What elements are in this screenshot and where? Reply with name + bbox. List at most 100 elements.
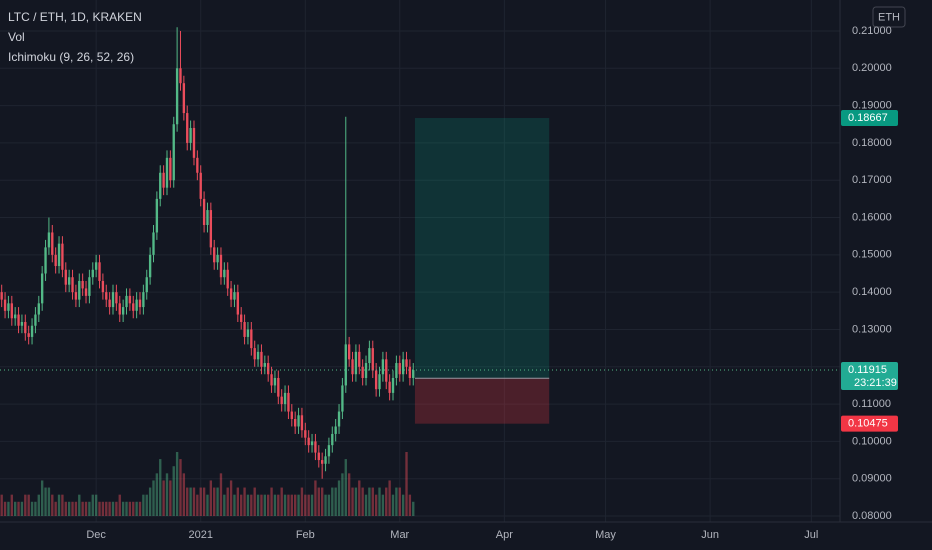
- volume-bar: [148, 487, 152, 516]
- volume-bar: [84, 501, 88, 516]
- volume-bar: [358, 480, 361, 516]
- volume-bar: [94, 494, 98, 516]
- volume-bar: [304, 494, 307, 516]
- candle-body: [395, 363, 398, 378]
- candle-body: [159, 172, 162, 199]
- volume-bar: [125, 501, 128, 516]
- candle-body: [98, 262, 101, 281]
- volume-bar: [374, 494, 378, 516]
- candle-body: [81, 280, 84, 289]
- volume-bar: [71, 501, 74, 516]
- volume-bar: [368, 487, 371, 516]
- volume-bar: [395, 487, 398, 516]
- volume-bar: [196, 494, 199, 516]
- candle-body: [320, 460, 324, 464]
- volume-bar: [327, 494, 331, 516]
- target-price-label: 0.18667: [848, 112, 888, 124]
- candle-body: [121, 307, 125, 315]
- candle-body: [165, 157, 169, 188]
- candle-body: [398, 363, 401, 375]
- volume-bar: [0, 494, 3, 516]
- x-tick-label: Apr: [496, 529, 513, 541]
- candle-body: [125, 295, 128, 308]
- volume-bar: [182, 473, 186, 516]
- volume-bar: [67, 501, 71, 516]
- indicator-label: Vol: [8, 30, 25, 44]
- y-tick-label: 0.18000: [852, 137, 892, 149]
- profit-zone: [414, 118, 550, 379]
- volume-bar: [159, 459, 162, 516]
- y-tick-label: 0.16000: [852, 211, 892, 223]
- candle-body: [175, 68, 179, 125]
- y-tick-label: 0.10000: [852, 435, 892, 447]
- volume-bar: [54, 501, 57, 516]
- volume-bar: [37, 494, 40, 516]
- candle-body: [182, 83, 186, 114]
- volume-bar: [226, 487, 229, 516]
- candle-body: [118, 303, 121, 315]
- volume-bar: [294, 494, 297, 516]
- y-tick-label: 0.15000: [852, 249, 892, 261]
- x-tick-label: Mar: [390, 529, 409, 541]
- volume-bar: [91, 494, 94, 516]
- candle-body: [364, 363, 368, 378]
- volume-bar: [78, 494, 81, 516]
- candle-body: [287, 392, 290, 412]
- volume-bar: [108, 501, 111, 516]
- candle-body: [30, 325, 34, 337]
- volume-bar: [256, 494, 260, 516]
- y-tick-label: 0.14000: [852, 286, 892, 298]
- candle-body: [67, 277, 71, 285]
- volume-bar: [111, 501, 115, 516]
- volume-bar: [135, 501, 138, 516]
- candle-body: [27, 333, 30, 337]
- candle-body: [0, 292, 3, 300]
- volume-bar: [115, 501, 118, 516]
- candle-body: [199, 172, 202, 199]
- volume-bar: [118, 494, 121, 516]
- volume-bar: [331, 487, 334, 516]
- candle-body: [385, 359, 388, 382]
- x-tick-label: Feb: [296, 529, 315, 541]
- volume-bar: [250, 494, 253, 516]
- x-tick-label: 2021: [188, 529, 212, 541]
- volume-bar: [51, 494, 54, 516]
- volume-bar: [270, 487, 273, 516]
- candle-body: [34, 314, 37, 326]
- volume-bar: [138, 501, 142, 516]
- volume-bar: [10, 494, 13, 516]
- candle-body: [270, 374, 273, 386]
- candle-body: [381, 359, 385, 375]
- candle-body: [401, 359, 405, 375]
- candle-body: [213, 247, 216, 263]
- currency-label[interactable]: ETH: [878, 11, 900, 23]
- candle-body: [378, 374, 381, 390]
- volume-bar: [199, 487, 202, 516]
- volume-bar: [206, 494, 209, 516]
- candle-body: [391, 377, 395, 393]
- candle-body: [307, 437, 310, 446]
- candle-body: [304, 430, 307, 438]
- candle-body: [277, 377, 280, 397]
- candle-body: [101, 280, 105, 293]
- volume-bar: [364, 494, 368, 516]
- candle-body: [196, 157, 199, 173]
- volume-bar: [240, 494, 243, 516]
- candle-body: [246, 329, 250, 337]
- candle-body: [179, 68, 182, 84]
- volume-bar: [378, 487, 381, 516]
- candle-body: [186, 113, 189, 143]
- volume-bar: [381, 494, 385, 516]
- volume-bar: [236, 487, 240, 516]
- volume-bar: [354, 487, 358, 516]
- volume-bar: [391, 494, 395, 516]
- candle-body: [24, 322, 27, 334]
- candle-body: [223, 269, 226, 278]
- volume-bar: [142, 494, 145, 516]
- volume-bar: [334, 487, 337, 516]
- currency-button[interactable]: [872, 6, 906, 28]
- candle-body: [94, 262, 98, 270]
- volume-bar: [324, 494, 327, 516]
- volume-bar: [213, 487, 216, 516]
